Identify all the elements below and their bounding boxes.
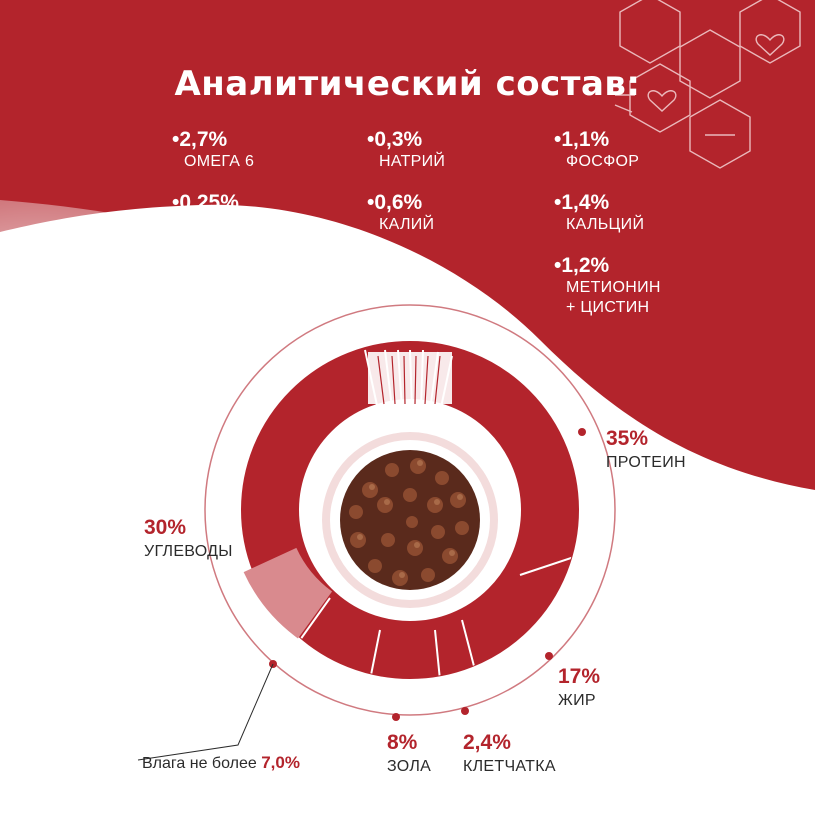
nutrient-value: •1,7% (367, 254, 423, 277)
ring-dots (363, 322, 451, 332)
nutrient-omega6: •2,7% ОМЕГА 6 (172, 128, 254, 172)
nutrient-tryptophan: •0,2% ТРИПТОФАН (172, 254, 286, 298)
carbs-pct: 30% (144, 516, 187, 539)
nutrient-name: ФОСФОР (566, 153, 640, 170)
label-markers (210, 428, 586, 721)
nutrient-methionine-cystine: •1,2% МЕТИОНИН + ЦИСТИН (554, 254, 661, 318)
moisture-text: Влага не более (142, 755, 262, 772)
protein-name: ПРОТЕИН (606, 454, 686, 471)
nutrient-name: МЕТИОНИН (566, 279, 661, 296)
kibble-bowl-image (340, 450, 480, 590)
fat-name: ЖИР (558, 692, 596, 709)
nutrient-calcium: •1,4% КАЛЬЦИЙ (554, 191, 644, 235)
hexagon-heart-pattern-icon (614, 0, 801, 169)
nutrient-value: •0,6% (367, 191, 423, 214)
fiber-name: КЛЕТЧАТКА (463, 758, 556, 775)
nutrient-potassium: •0,6% КАЛИЙ (367, 191, 434, 235)
fat-pct: 17% (558, 665, 601, 688)
nutrient-value: •1,1% (554, 128, 610, 151)
nutrient-name: КАЛИЙ (379, 216, 435, 233)
page-title: Аналитический состав: (174, 64, 641, 104)
outer-ring (204, 304, 616, 716)
red-background (0, 0, 815, 490)
nutrient-name: ОМЕГА 3 (184, 216, 255, 233)
fiber-pct: 2,4% (463, 731, 511, 754)
label-protein: 35% ПРОТЕИН (606, 426, 686, 474)
label-ash: 8% ЗОЛА (387, 730, 431, 778)
nutrient-name: ЛИЗИН (379, 279, 436, 296)
nutrient-omega3: •0,25% ОМЕГА 3 (172, 191, 254, 235)
nutrient-phosphorus: •1,1% ФОСФОР (554, 128, 639, 172)
nutrient-value: •0,25% (172, 191, 239, 214)
label-carbs: 30% УГЛЕВОДЫ (144, 515, 233, 563)
nutrient-lysine: •1,7% ЛИЗИН (367, 254, 435, 298)
nutrient-value: •0,2% (172, 254, 228, 277)
nutrient-name: НАТРИЙ (379, 153, 446, 170)
nutrient-name: ОМЕГА 6 (184, 153, 255, 170)
composition-donut (241, 341, 579, 679)
label-fiber: 2,4% КЛЕТЧАТКА (463, 730, 556, 778)
label-fat: 17% ЖИР (558, 664, 600, 712)
carbs-name: УГЛЕВОДЫ (144, 543, 233, 560)
nutrient-name: ТРИПТОФАН (184, 279, 286, 296)
nutrient-name: КАЛЬЦИЙ (566, 216, 645, 233)
nutrient-value: •0,3% (367, 128, 423, 151)
ash-name: ЗОЛА (387, 758, 432, 775)
nutrient-sodium: •0,3% НАТРИЙ (367, 128, 445, 172)
nutrient-value: •1,4% (554, 191, 610, 214)
moisture-leader-line (137, 663, 274, 761)
nutrient-name-line2: + ЦИСТИН (566, 299, 650, 316)
nutrient-value: •1,2% (554, 254, 610, 277)
label-moisture: Влага не более 7,0% (142, 753, 300, 773)
moisture-pct: 7,0% (261, 753, 300, 772)
nutrient-value: •2,7% (172, 128, 228, 151)
protein-pct: 35% (606, 427, 649, 450)
ash-pct: 8% (387, 731, 418, 754)
